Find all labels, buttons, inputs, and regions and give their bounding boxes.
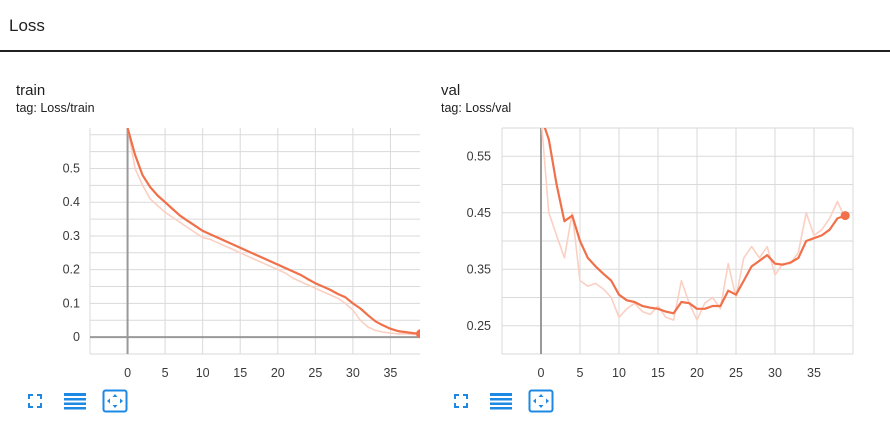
x-tick-label: 5 [577, 366, 584, 378]
series-endpoint-marker [415, 329, 420, 339]
series-line-raw [541, 128, 846, 321]
fit-screen-icon [454, 394, 468, 408]
y-tick-label: 0.35 [467, 262, 491, 276]
toggle-log-scale-icon [64, 393, 86, 410]
series-line-smoothed [126, 128, 420, 335]
x-tick-label: 30 [768, 366, 782, 378]
x-tick-label: 0 [538, 366, 545, 378]
section-title: Loss [9, 16, 45, 35]
x-tick-label: 25 [308, 366, 322, 378]
x-tick-label: 0 [124, 366, 131, 378]
y-tick-label: 0 [73, 330, 80, 344]
y-tick-label: 0.2 [63, 263, 80, 277]
x-tick-label: 35 [807, 366, 821, 378]
fit-screen-button[interactable] [448, 388, 474, 414]
y-tick-label: 0.5 [63, 161, 80, 175]
x-tick-label: 10 [612, 366, 626, 378]
chart-title: train [16, 82, 46, 99]
section-header: Loss [0, 0, 890, 52]
fit-domain-icon [528, 389, 554, 413]
fit-domain-button[interactable] [528, 388, 554, 414]
x-tick-label: 10 [196, 366, 210, 378]
y-tick-label: 0.45 [467, 206, 491, 220]
y-tick-label: 0.1 [63, 296, 80, 310]
toggle-log-scale-button[interactable] [488, 388, 514, 414]
x-tick-label: 15 [651, 366, 665, 378]
chart-card-train: train tag: Loss/train 0 0.1 0.2 0.3 0.4 0.5 0 5… [0, 78, 420, 428]
chart-tag: tag: Loss/train [16, 101, 95, 115]
y-tick-label: 0.55 [467, 149, 491, 163]
fit-domain-button[interactable] [102, 388, 128, 414]
x-tick-label: 20 [271, 366, 285, 378]
chart-title: val [441, 82, 461, 99]
fit-domain-icon [102, 389, 128, 413]
y-tick-label: 0.4 [63, 195, 80, 209]
series-line-smoothed [543, 128, 846, 315]
toggle-log-scale-button[interactable] [62, 388, 88, 414]
x-tick-label: 20 [690, 366, 704, 378]
toggle-log-scale-icon [490, 393, 512, 410]
x-tick-label: 15 [233, 366, 247, 378]
loss-train-chart[interactable]: 0 0.1 0.2 0.3 0.4 0.5 0 5 10 15 20 25 30 35 [0, 78, 420, 378]
series-line-raw [126, 128, 420, 336]
series-endpoint-marker [840, 211, 850, 221]
x-tick-label: 25 [729, 366, 743, 378]
chart-card-val: val tag: Loss/val 0.25 0.35 0.45 0.55 0 5 10 15… [425, 78, 854, 428]
chart-tag: tag: Loss/val [441, 101, 512, 115]
x-tick-label: 35 [383, 366, 397, 378]
x-tick-label: 30 [346, 366, 360, 378]
y-tick-label: 0.3 [63, 229, 80, 243]
fit-screen-button[interactable] [22, 388, 48, 414]
y-tick-label: 0.25 [467, 319, 491, 333]
x-tick-label: 5 [162, 366, 169, 378]
fit-screen-icon [28, 394, 42, 408]
loss-val-chart[interactable]: 0.25 0.35 0.45 0.55 0 5 10 15 20 25 30 35 [425, 78, 865, 378]
